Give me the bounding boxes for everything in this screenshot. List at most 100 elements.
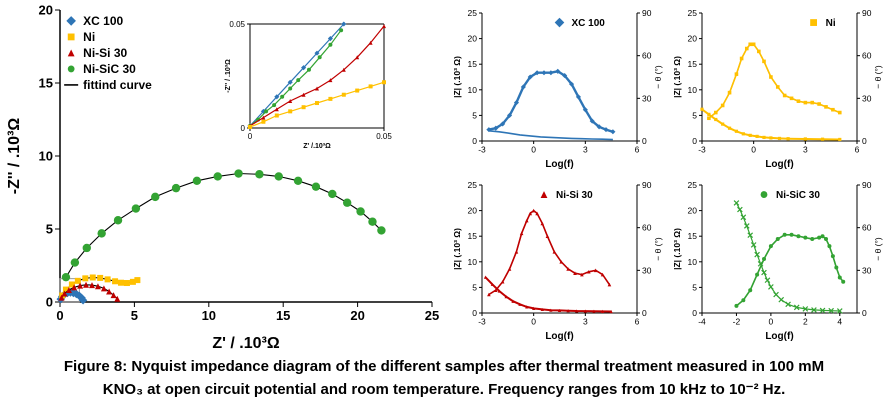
figure-caption: Figure 8: Nyquist impedance diagram of t… [8, 356, 880, 401]
svg-text:10: 10 [39, 149, 53, 164]
svg-text:-Z'' / .10³Ω: -Z'' / .10³Ω [225, 59, 232, 93]
svg-text:0: 0 [56, 308, 63, 323]
svg-text:-4: -4 [698, 317, 706, 327]
svg-text:30: 30 [862, 93, 872, 103]
svg-text:Z' /.10³Ω: Z' /.10³Ω [303, 143, 331, 150]
svg-text:Log(f): Log(f) [545, 159, 573, 170]
svg-text:0.05: 0.05 [229, 20, 245, 29]
svg-text:5: 5 [472, 282, 477, 292]
svg-text:Z' / .10³Ω: Z' / .10³Ω [212, 335, 279, 352]
svg-text:10: 10 [688, 257, 698, 267]
svg-text:60: 60 [862, 51, 872, 61]
bode-plot-ni-sic-30: -4 -2 0 2 4 0 5 10 15 20 25 0 30 60 90 Log(f) |Z| (.10³ … [672, 180, 884, 343]
svg-text:− θ (°): − θ (°) [653, 65, 663, 89]
svg-text:-3: -3 [478, 317, 486, 327]
svg-text:2: 2 [803, 317, 808, 327]
svg-text:0: 0 [531, 317, 536, 327]
svg-text:90: 90 [642, 8, 652, 18]
svg-text:25: 25 [425, 308, 439, 323]
svg-text:15: 15 [688, 59, 698, 69]
svg-text:Ni-SiC 30: Ni-SiC 30 [83, 62, 136, 76]
svg-text:60: 60 [642, 223, 652, 233]
svg-text:60: 60 [862, 223, 872, 233]
svg-text:10: 10 [468, 85, 478, 95]
svg-text:25: 25 [688, 8, 698, 18]
svg-text:25: 25 [468, 180, 478, 190]
svg-text:5: 5 [472, 110, 477, 120]
svg-text:3: 3 [583, 317, 588, 327]
svg-text:20: 20 [688, 206, 698, 216]
svg-text:0: 0 [642, 308, 647, 318]
svg-text:0: 0 [248, 132, 253, 141]
svg-text:20: 20 [688, 34, 698, 44]
svg-text:30: 30 [862, 265, 872, 275]
svg-text:10: 10 [468, 257, 478, 267]
svg-text:4: 4 [837, 317, 842, 327]
svg-text:0: 0 [241, 124, 246, 133]
svg-text:Log(f): Log(f) [545, 331, 573, 342]
svg-text:20: 20 [39, 3, 53, 18]
svg-text:90: 90 [862, 180, 872, 190]
svg-text:|Z| (.10³ Ω): |Z| (.10³ Ω) [672, 56, 682, 98]
svg-text:30: 30 [642, 93, 652, 103]
svg-text:Ni-Si 30: Ni-Si 30 [83, 46, 127, 60]
svg-text:0.05: 0.05 [376, 132, 392, 141]
nyquist-inset-plot: 0 0.05 0 0.05 Z' /.10³Ω -Z'' / .10³Ω [222, 18, 392, 152]
svg-text:10: 10 [202, 308, 216, 323]
svg-text:0: 0 [862, 136, 867, 146]
svg-text:0: 0 [769, 317, 774, 327]
svg-text:XC 100: XC 100 [83, 14, 123, 28]
svg-text:6: 6 [635, 145, 640, 155]
svg-text:30: 30 [642, 265, 652, 275]
svg-text:|Z| (.10³ Ω): |Z| (.10³ Ω) [452, 56, 462, 98]
svg-text:5: 5 [692, 110, 697, 120]
svg-text:90: 90 [642, 180, 652, 190]
svg-text:− θ (°): − θ (°) [653, 237, 663, 261]
svg-text:20: 20 [468, 34, 478, 44]
caption-line-1: Figure 8: Nyquist impedance diagram of t… [63, 358, 825, 375]
svg-text:0: 0 [472, 136, 477, 146]
svg-text:6: 6 [855, 145, 860, 155]
svg-text:3: 3 [803, 145, 808, 155]
svg-text:0: 0 [642, 136, 647, 146]
svg-text:-3: -3 [698, 145, 706, 155]
svg-text:20: 20 [350, 308, 364, 323]
svg-text:Ni-SiC 30: Ni-SiC 30 [776, 190, 820, 201]
bode-plot-ni-si-30: -3 0 3 6 0 5 10 15 20 25 0 30 60 90 Log(f) |Z| (.10³ Ω)… [452, 180, 664, 343]
svg-text:0: 0 [531, 145, 536, 155]
svg-text:6: 6 [635, 317, 640, 327]
svg-text:Ni: Ni [83, 30, 95, 44]
svg-text:0: 0 [692, 136, 697, 146]
svg-text:0: 0 [692, 308, 697, 318]
bode-plot-ni: -3 0 3 6 0 5 10 15 20 25 0 30 60 90 Log(f) |Z| (.10³ Ω)… [672, 8, 884, 171]
svg-text:90: 90 [862, 8, 872, 18]
svg-text:3: 3 [583, 145, 588, 155]
svg-text:5: 5 [692, 282, 697, 292]
svg-text:0: 0 [46, 295, 53, 310]
caption-line-2: KNO₃ at open circuit potential and room … [102, 380, 786, 398]
svg-text:25: 25 [688, 180, 698, 190]
svg-text:15: 15 [688, 231, 698, 241]
nyquist-main-plot: 0 0.05 0 0.05 Z' /.10³Ω -Z'' / .10³Ω 0 5 10 15 20… [4, 2, 448, 352]
svg-text:0: 0 [751, 145, 756, 155]
svg-text:5: 5 [46, 222, 53, 237]
svg-text:5: 5 [131, 308, 138, 323]
svg-text:10: 10 [688, 85, 698, 95]
svg-text:|Z| (.10³ Ω): |Z| (.10³ Ω) [452, 228, 462, 270]
svg-text:fittind curve: fittind curve [83, 78, 152, 92]
svg-text:25: 25 [468, 8, 478, 18]
svg-text:− θ (°): − θ (°) [873, 237, 883, 261]
svg-text:15: 15 [468, 59, 478, 69]
svg-text:60: 60 [642, 51, 652, 61]
svg-text:15: 15 [276, 308, 290, 323]
svg-text:|Z| (.10³ Ω): |Z| (.10³ Ω) [672, 228, 682, 270]
svg-text:Ni: Ni [826, 18, 836, 29]
bode-plot-xc100: -3 0 3 6 0 5 10 15 20 25 0 30 60 90 Log(f) |Z| (.10³ Ω)… [452, 8, 664, 171]
svg-text:15: 15 [468, 231, 478, 241]
svg-text:0: 0 [862, 308, 867, 318]
svg-text:-2: -2 [733, 317, 741, 327]
svg-text:15: 15 [39, 76, 53, 91]
svg-text:0: 0 [472, 308, 477, 318]
svg-text:20: 20 [468, 206, 478, 216]
